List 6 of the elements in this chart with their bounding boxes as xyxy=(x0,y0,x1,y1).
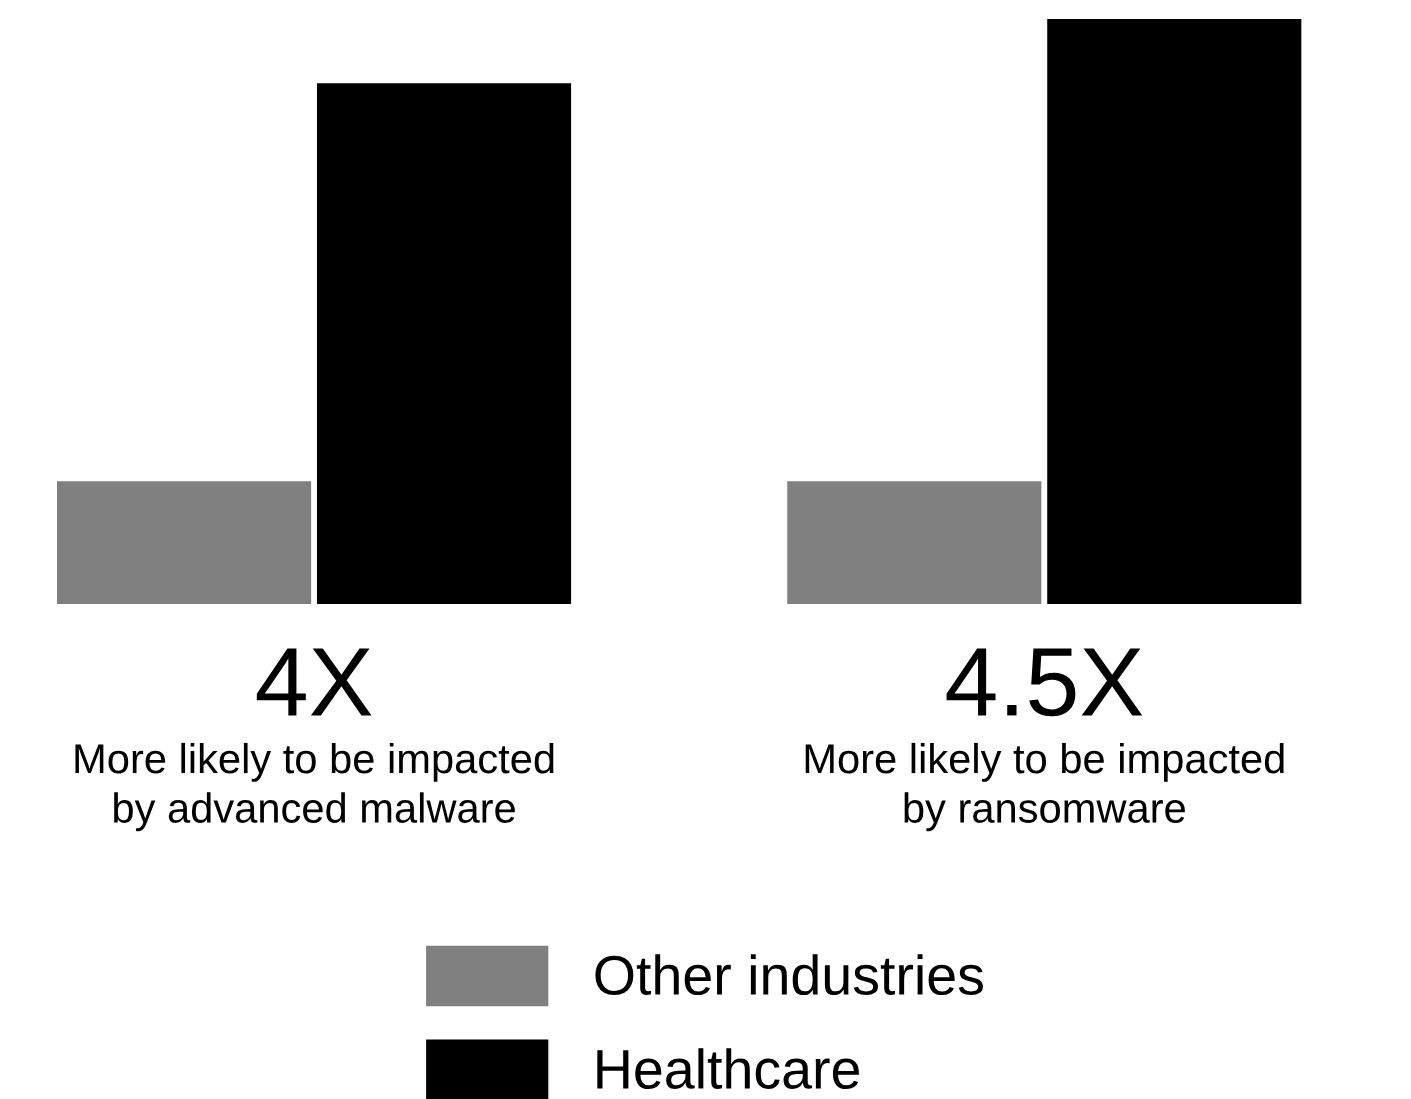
text: 4X xyxy=(256,648,372,716)
x-tick-label: More likely to be impacted by advanced malware xyxy=(75,742,554,832)
legend-label: Other industries xyxy=(595,954,983,996)
legend-label: Healthcare xyxy=(597,1048,859,1090)
x-tick-label: More likely to be impacted by ransomware xyxy=(805,742,1284,832)
text: 4.5X xyxy=(946,648,1143,717)
